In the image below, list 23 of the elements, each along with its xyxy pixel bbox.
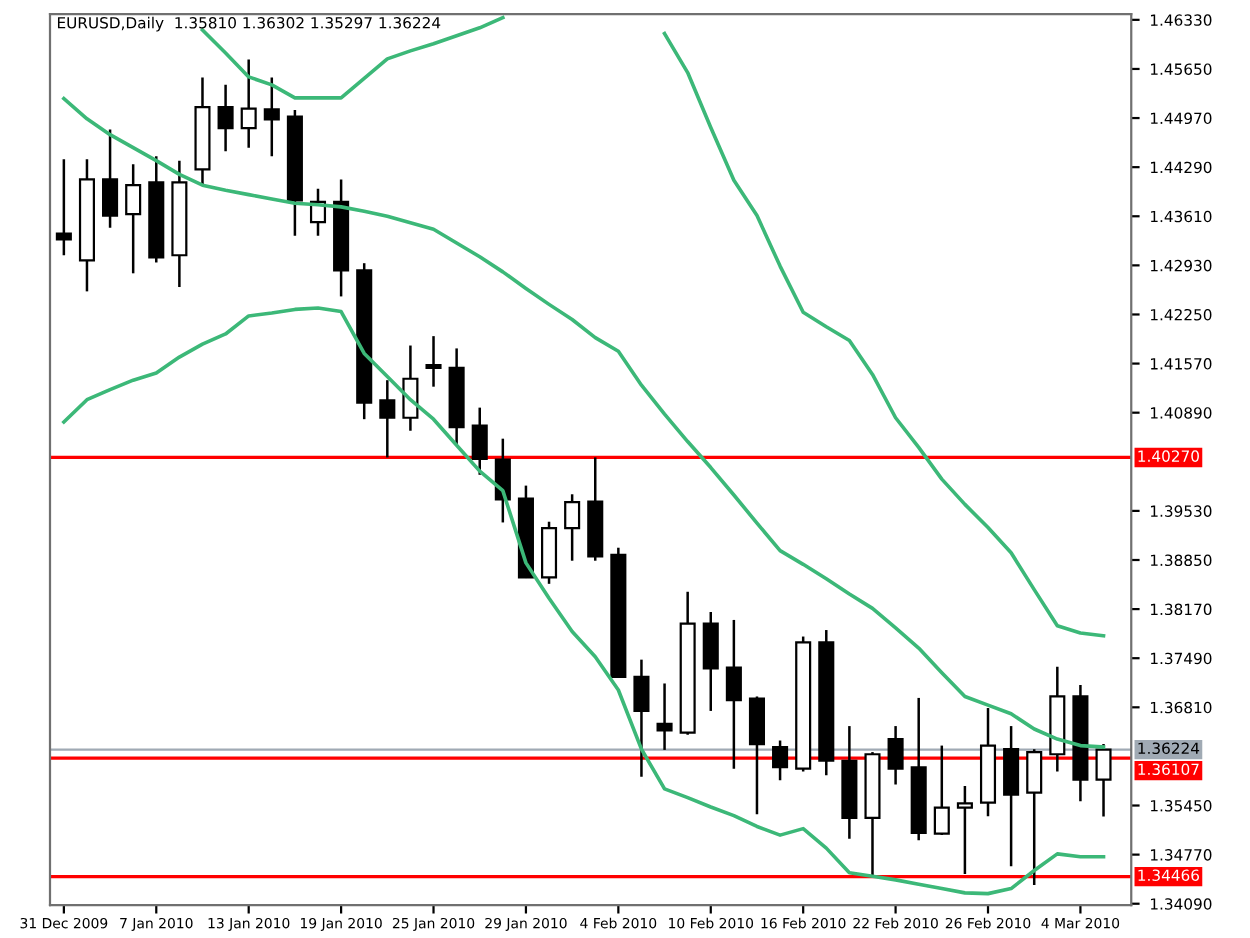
- line-series: [62, 306, 1106, 896]
- candlestick: [633, 658, 650, 778]
- candlestick: [887, 724, 904, 786]
- candlestick: [956, 784, 973, 876]
- candlestick: [471, 406, 488, 477]
- candlestick: [1026, 747, 1043, 887]
- candlestick: [217, 83, 234, 153]
- candlestick: [55, 157, 72, 257]
- candlestick: [748, 695, 766, 816]
- candlestick: [1095, 742, 1112, 818]
- candlestick: [564, 493, 581, 562]
- candlestick: [379, 378, 396, 459]
- candlestick: [125, 163, 142, 275]
- candlestick: [1003, 724, 1020, 868]
- candlestick: [263, 76, 280, 158]
- candlestick: [933, 744, 950, 837]
- candlestick: [656, 682, 673, 752]
- candlestick: [772, 739, 789, 782]
- candlestick: [240, 58, 257, 149]
- candlestick: [702, 610, 719, 713]
- candlestick: [102, 128, 119, 230]
- candlestick: [425, 334, 442, 388]
- candlestick: [725, 618, 742, 770]
